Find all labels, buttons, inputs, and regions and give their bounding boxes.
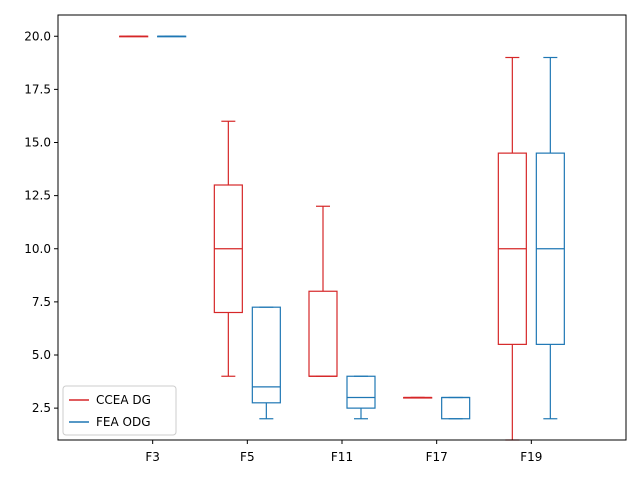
- y-tick-label: 15.0: [24, 136, 51, 150]
- legend-label-fea-odg: FEA ODG: [96, 415, 151, 429]
- x-tick-label: F5: [240, 450, 255, 464]
- y-tick-label: 7.5: [32, 295, 51, 309]
- x-tick-label: F19: [520, 450, 542, 464]
- box-fea-odg-f17: [441, 396, 471, 420]
- box-ccea-dg-f17: [403, 396, 433, 399]
- box-ccea-dg-f5: [213, 120, 243, 377]
- box-ccea-dg-f3: [119, 35, 149, 38]
- legend-label-ccea-dg: CCEA DG: [96, 393, 151, 407]
- x-tick-label: F11: [331, 450, 353, 464]
- plot-area: [119, 35, 565, 441]
- y-tick-label: 12.5: [24, 189, 51, 203]
- x-tick-label: F3: [145, 450, 160, 464]
- axes: 2.5 5.0 7.5 10.0 12.5 15.0 17.5 20.0 F3 F5 F11 F17 F…: [24, 29, 542, 464]
- box-fea-odg-f3: [157, 35, 187, 38]
- legend-box: [62, 385, 177, 436]
- y-tick-label: 5.0: [32, 348, 51, 362]
- box-fea-odg-f19: [535, 56, 565, 420]
- y-tick-label: 20.0: [24, 29, 51, 43]
- y-tick-label: 10.0: [24, 242, 51, 256]
- box-fea-odg-f11: [346, 375, 376, 420]
- y-tick-label: 17.5: [24, 82, 51, 96]
- box-ccea-dg-f11: [308, 205, 338, 377]
- legend: CCEA DG FEA ODG: [62, 385, 177, 436]
- box-fea-odg-f5: [251, 306, 281, 420]
- y-tick-label: 2.5: [32, 401, 51, 415]
- x-tick-label: F17: [426, 450, 448, 464]
